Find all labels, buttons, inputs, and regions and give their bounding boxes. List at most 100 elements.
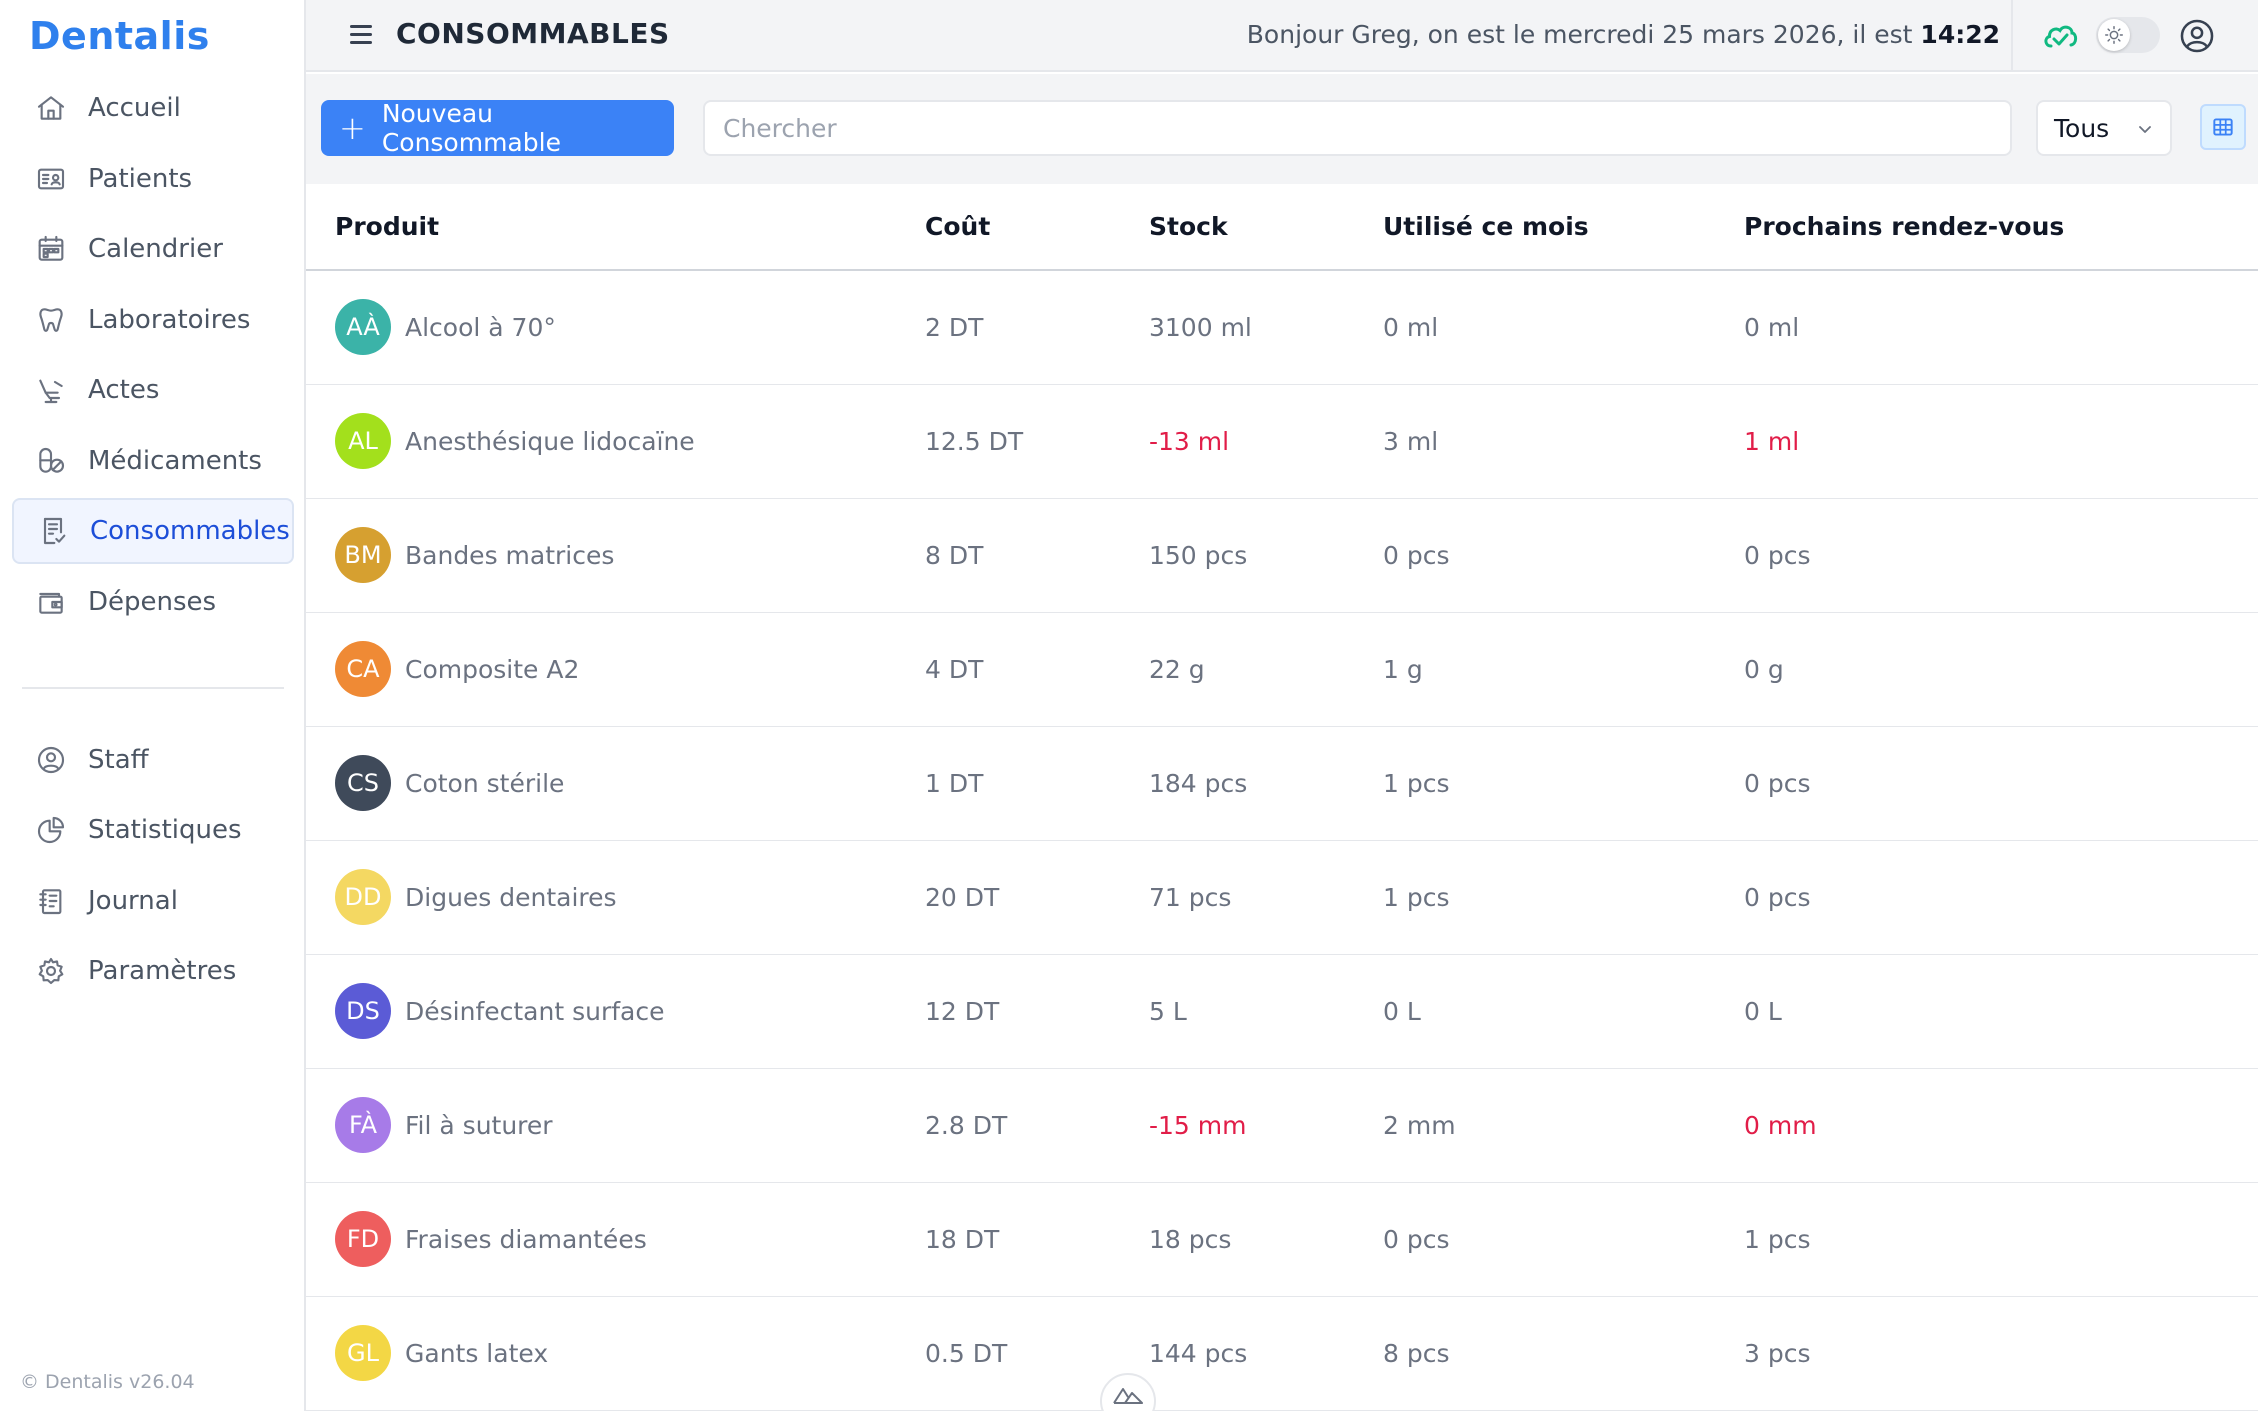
- sidebar-item-label: Staff: [88, 744, 149, 775]
- new-consumable-label: Nouveau Consommable: [381, 99, 561, 157]
- cell-upcoming-appointments: 0 g: [1744, 654, 1784, 684]
- table-body: AÀ Alcool à 70° 2 DT 3100 ml 0 ml 0 ml AL Anest…: [306, 270, 2258, 1410]
- cell-cost: 8 DT: [925, 540, 984, 570]
- table-row[interactable]: CA Composite A2 4 DT 22 g 1 g 0 g: [306, 612, 2258, 726]
- cell-upcoming-appointments: 0 pcs: [1744, 540, 1811, 570]
- table-view-button[interactable]: [2200, 104, 2246, 150]
- table-row[interactable]: GL Gants latex 0.5 DT 144 pcs 8 pcs 3 pcs: [306, 1296, 2258, 1410]
- sidebar-item-consommables[interactable]: Consommables: [12, 498, 294, 564]
- table-row[interactable]: AL Anesthésique lidocaïne 12.5 DT -13 ml 3 m…: [306, 384, 2258, 498]
- product-name: Coton stérile: [405, 768, 565, 798]
- product-avatar: FÀ: [335, 1097, 391, 1153]
- cell-stock: 3100 ml: [1149, 312, 1252, 342]
- sidebar-item-calendrier[interactable]: Calendrier: [12, 216, 294, 282]
- cell-upcoming-appointments: 0 L: [1744, 996, 1782, 1026]
- table-row[interactable]: AÀ Alcool à 70° 2 DT 3100 ml 0 ml 0 ml: [306, 270, 2258, 384]
- page-title: CONSOMMABLES: [396, 17, 670, 50]
- top-bar: CONSOMMABLES Bonjour Greg, on est le mer…: [306, 0, 2258, 72]
- sidebar-item-label: Accueil: [88, 93, 181, 123]
- cloud-sync-icon[interactable]: [2041, 18, 2079, 54]
- table-row[interactable]: DD Digues dentaires 20 DT 71 pcs 1 pcs 0 pcs: [306, 840, 2258, 954]
- sidebar-item-depenses[interactable]: Dépenses: [12, 569, 294, 635]
- column-header-prochains[interactable]: Prochains rendez-vous: [1744, 212, 2065, 241]
- tooth-icon: [34, 303, 68, 337]
- cell-used-this-month: 0 L: [1383, 996, 1421, 1026]
- cell-stock: 144 pcs: [1149, 1338, 1248, 1368]
- current-time: 14:22: [1920, 20, 2000, 49]
- brand-logo[interactable]: Dentalis: [29, 14, 210, 58]
- sidebar-item-actes[interactable]: Actes: [12, 357, 294, 423]
- hamburger-icon: [350, 25, 372, 28]
- product-avatar: GL: [335, 1325, 391, 1381]
- plus-icon: +: [339, 109, 366, 147]
- cell-product: AÀ Alcool à 70°: [306, 270, 925, 384]
- sidebar-item-accueil[interactable]: Accueil: [12, 75, 294, 141]
- cell-cost: 2 DT: [925, 312, 984, 342]
- cell-used-this-month: 1 pcs: [1383, 768, 1450, 798]
- sidebar-item-statistiques[interactable]: Statistiques: [12, 797, 294, 863]
- cell-cost: 1 DT: [925, 768, 984, 798]
- product-avatar: DD: [335, 869, 391, 925]
- pills-icon: [34, 444, 68, 478]
- sidebar-item-medicaments[interactable]: Médicaments: [12, 428, 294, 494]
- search-input[interactable]: [703, 100, 2012, 156]
- table-row[interactable]: BM Bandes matrices 8 DT 150 pcs 0 pcs 0 pcs: [306, 498, 2258, 612]
- cell-product: BM Bandes matrices: [306, 498, 925, 612]
- cell-cost: 12 DT: [925, 996, 1000, 1026]
- cell-used-this-month: 3 ml: [1383, 426, 1439, 456]
- product-name: Fil à suturer: [405, 1110, 553, 1140]
- sidebar-item-parametres[interactable]: Paramètres: [12, 938, 294, 1004]
- cell-stock: 5 L: [1149, 996, 1187, 1026]
- sidebar-item-label: Journal: [88, 885, 178, 916]
- sidebar: Dentalis Accueil Patients Calendrier Lab…: [0, 0, 306, 1411]
- column-header-produit[interactable]: Produit: [335, 212, 440, 241]
- gear-icon: [34, 954, 68, 988]
- cell-product: DD Digues dentaires: [306, 840, 925, 954]
- column-header-stock[interactable]: Stock: [1149, 212, 1228, 241]
- sidebar-item-journal[interactable]: Journal: [12, 868, 294, 934]
- sidebar-item-laboratoires[interactable]: Laboratoires: [12, 287, 294, 353]
- product-avatar: DS: [335, 983, 391, 1039]
- toolbar: + Nouveau Consommable Tous: [306, 74, 2258, 184]
- filter-select[interactable]: Tous: [2036, 100, 2172, 156]
- dental-chair-icon: [34, 373, 68, 407]
- product-avatar: CS: [335, 755, 391, 811]
- table-row[interactable]: CS Coton stérile 1 DT 184 pcs 1 pcs 0 pcs: [306, 726, 2258, 840]
- sidebar-item-label: Patients: [88, 163, 193, 194]
- topbar-divider: [2011, 0, 2013, 72]
- cell-upcoming-appointments: 0 pcs: [1744, 882, 1811, 912]
- filter-select-value: Tous: [2054, 113, 2110, 143]
- menu-toggle-button[interactable]: [346, 20, 376, 50]
- table-row[interactable]: DS Désinfectant surface 12 DT 5 L 0 L 0 L: [306, 954, 2258, 1068]
- calendar-icon: [34, 232, 68, 266]
- cell-upcoming-appointments: 0 ml: [1744, 312, 1800, 342]
- sidebar-item-patients[interactable]: Patients: [12, 146, 294, 212]
- product-name: Anesthésique lidocaïne: [405, 426, 695, 456]
- app-version: © Dentalis v26.04: [20, 1371, 195, 1393]
- cell-product: CS Coton stérile: [306, 726, 925, 840]
- column-header-utilise[interactable]: Utilisé ce mois: [1383, 212, 1589, 241]
- table-row[interactable]: FD Fraises diamantées 18 DT 18 pcs 0 pcs 1 pc…: [306, 1182, 2258, 1296]
- cell-product: FÀ Fil à suturer: [306, 1068, 925, 1182]
- nuxt-devtools-button[interactable]: [1100, 1373, 1156, 1411]
- cell-cost: 4 DT: [925, 654, 984, 684]
- sidebar-divider: [22, 686, 284, 689]
- table-row[interactable]: FÀ Fil à suturer 2.8 DT -15 mm 2 mm 0 mm: [306, 1068, 2258, 1182]
- sidebar-item-staff[interactable]: Staff: [12, 727, 294, 793]
- cell-product: GL Gants latex: [306, 1296, 925, 1410]
- checklist-icon: [36, 514, 70, 548]
- cell-used-this-month: 0 ml: [1383, 312, 1439, 342]
- column-header-cout[interactable]: Coût: [925, 212, 991, 241]
- sidebar-item-label: Statistiques: [88, 815, 242, 845]
- product-name: Fraises diamantées: [405, 1224, 647, 1254]
- product-name: Désinfectant surface: [405, 996, 665, 1026]
- theme-toggle[interactable]: [2096, 17, 2160, 53]
- cell-product: DS Désinfectant surface: [306, 954, 925, 1068]
- cell-upcoming-appointments: 3 pcs: [1744, 1338, 1811, 1368]
- product-name: Bandes matrices: [405, 540, 615, 570]
- sidebar-item-label: Paramètres: [88, 956, 237, 986]
- cell-used-this-month: 2 mm: [1383, 1110, 1456, 1140]
- cell-stock: -15 mm: [1149, 1110, 1247, 1140]
- new-consumable-button[interactable]: + Nouveau Consommable: [321, 99, 674, 157]
- user-account-icon[interactable]: [2178, 17, 2216, 55]
